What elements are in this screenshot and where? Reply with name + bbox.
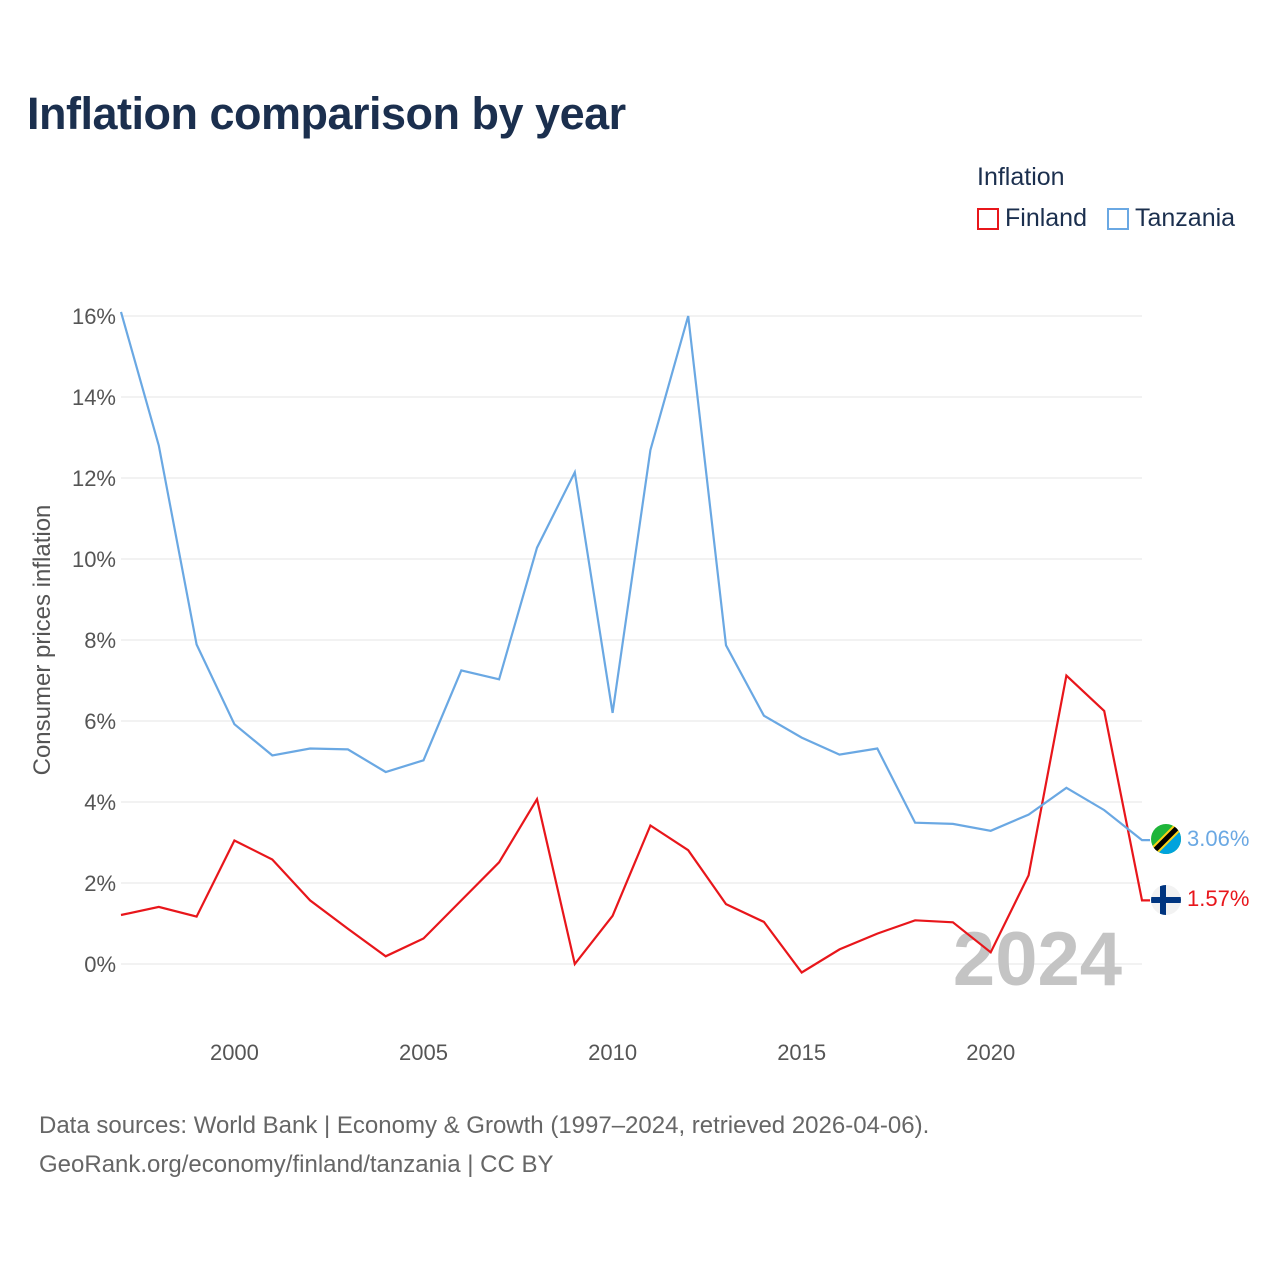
legend-item-finland[interactable]: Finland — [977, 204, 1087, 233]
end-labels: 1.57% 3.06% — [1187, 826, 1249, 911]
footer-link[interactable]: GeoRank.org/economy/finland/tanzania | C… — [39, 1151, 554, 1178]
y-tick-label: 6% — [84, 709, 116, 734]
y-tick-label: 10% — [72, 547, 116, 572]
axes: 0% 2% 4% 6% 8% 10% 12% 14% 16% 2000 2005 2010 2015 20… — [72, 304, 1015, 1065]
chart-title: Inflation comparison by year — [27, 88, 626, 139]
legend-swatch-finland — [977, 207, 999, 230]
y-tick-label: 14% — [72, 385, 116, 410]
series — [119, 311, 1150, 974]
y-axis-label: Consumer prices inflation — [29, 505, 56, 776]
y-tick-label: 2% — [84, 871, 116, 896]
legend-label-finland: Finland — [1005, 204, 1087, 232]
flag-tanzania-icon — [1151, 824, 1181, 854]
legend-label-tanzania: Tanzania — [1135, 204, 1236, 232]
y-tick-label: 12% — [72, 466, 116, 491]
grid — [121, 315, 1142, 965]
end-label-tanzania: 3.06% — [1187, 826, 1249, 851]
y-tick-label: 8% — [84, 628, 116, 653]
flag-finland-icon — [1151, 885, 1181, 915]
legend-item-tanzania[interactable]: Tanzania — [1107, 204, 1235, 233]
y-tick-label: 16% — [72, 304, 116, 329]
x-tick-label: 2000 — [210, 1040, 259, 1065]
y-tick-label: 4% — [84, 790, 116, 815]
x-tick-label: 2020 — [966, 1040, 1015, 1065]
legend-title: Inflation — [977, 163, 1065, 191]
x-tick-label: 2015 — [777, 1040, 826, 1065]
end-label-finland: 1.57% — [1187, 886, 1249, 911]
y-tick-label: 0% — [84, 952, 116, 977]
series-line-tanzania[interactable] — [119, 311, 1150, 842]
legend: Finland Tanzania — [977, 204, 1235, 233]
footer: Data sources: World Bank | Economy & Gro… — [39, 1106, 929, 1184]
footer-sources: Data sources: World Bank | Economy & Gro… — [39, 1112, 930, 1139]
x-tick-label: 2010 — [588, 1040, 637, 1065]
current-year-label: 2024 — [953, 917, 1122, 1002]
series-line-finland[interactable] — [120, 673, 1150, 974]
x-tick-label: 2005 — [399, 1040, 448, 1065]
legend-swatch-tanzania — [1107, 207, 1129, 230]
